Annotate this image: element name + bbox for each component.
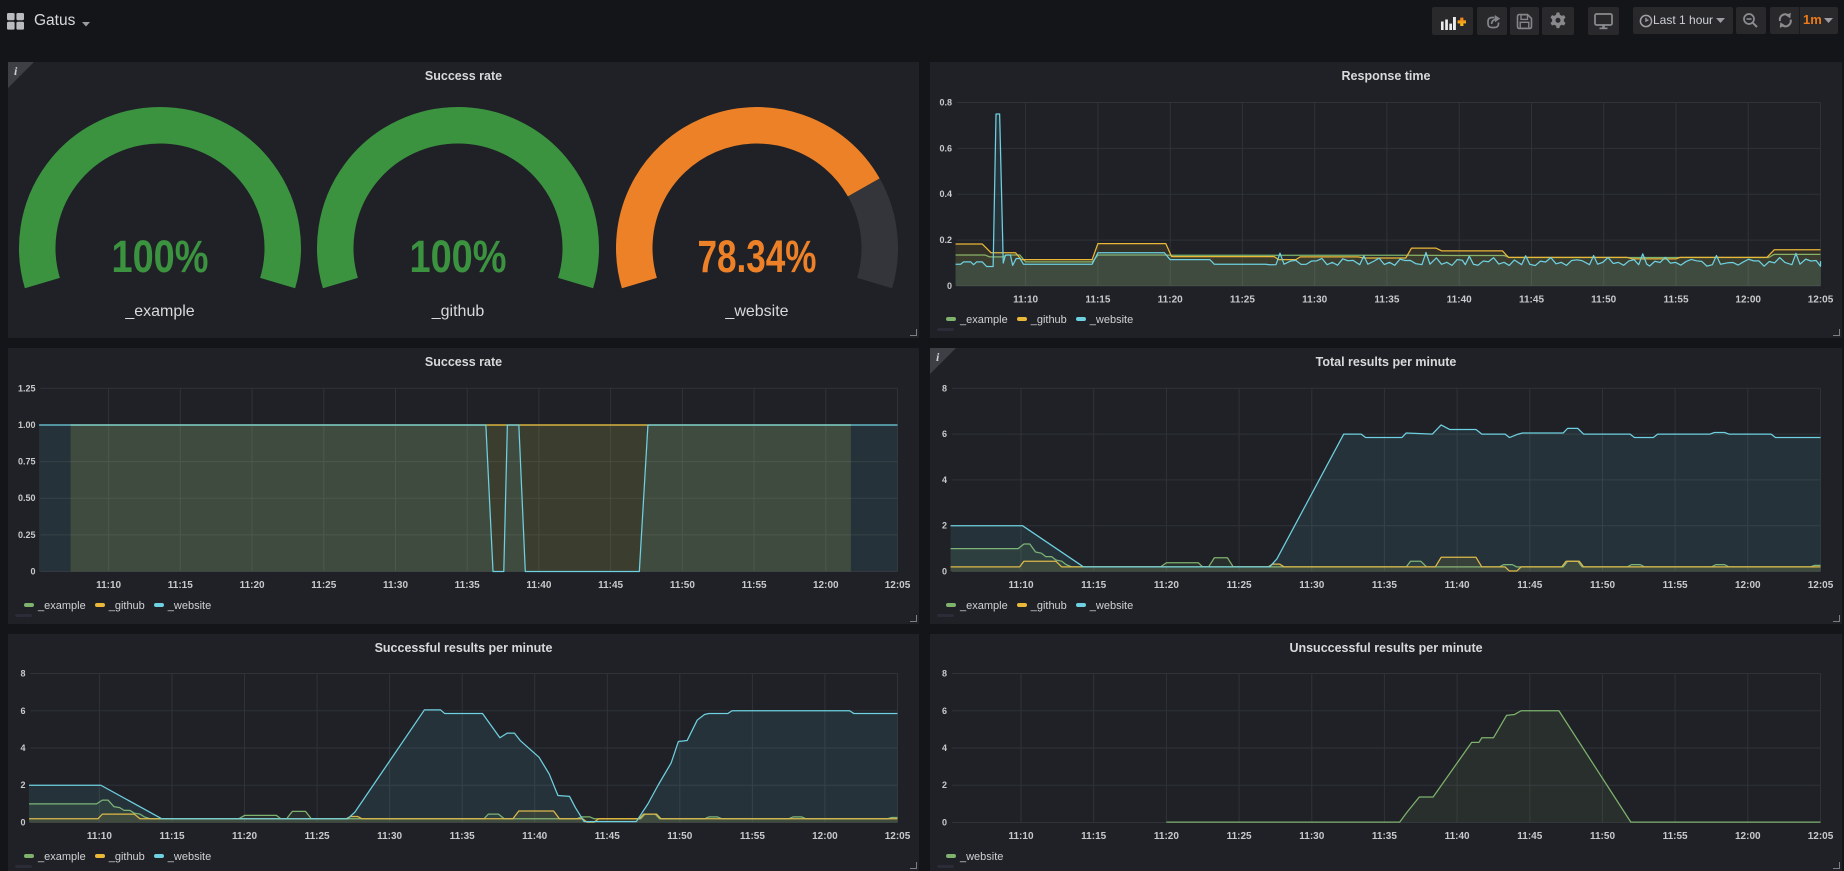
- svg-text:11:50: 11:50: [667, 831, 692, 842]
- svg-text:11:55: 11:55: [1663, 831, 1688, 842]
- svg-text:11:30: 11:30: [1299, 580, 1324, 591]
- svg-text:12:00: 12:00: [1735, 580, 1761, 591]
- svg-text:11:20: 11:20: [232, 831, 257, 842]
- svg-text:_website: _website: [724, 303, 788, 320]
- svg-text:11:35: 11:35: [455, 580, 480, 591]
- svg-text:11:40: 11:40: [526, 580, 551, 591]
- svg-text:11:35: 11:35: [1372, 831, 1397, 842]
- svg-text:11:50: 11:50: [1590, 580, 1615, 591]
- svg-text:0.75: 0.75: [18, 457, 36, 467]
- svg-text:11:35: 11:35: [1372, 580, 1397, 591]
- svg-text:12:00: 12:00: [1735, 295, 1761, 306]
- svg-text:11:10: 11:10: [87, 831, 112, 842]
- svg-text:11:10: 11:10: [1013, 295, 1038, 306]
- svg-text:11:15: 11:15: [159, 831, 184, 842]
- svg-text:100%: 100%: [112, 231, 209, 282]
- svg-text:2: 2: [942, 780, 947, 790]
- svg-text:11:45: 11:45: [595, 831, 620, 842]
- svg-text:11:40: 11:40: [1447, 295, 1472, 306]
- svg-text:12:05: 12:05: [1808, 831, 1834, 842]
- svg-text:4: 4: [20, 743, 25, 753]
- svg-text:11:25: 11:25: [1230, 295, 1255, 306]
- svg-text:11:35: 11:35: [1374, 295, 1399, 306]
- svg-text:6: 6: [20, 706, 25, 716]
- svg-text:2: 2: [20, 780, 25, 790]
- svg-text:11:45: 11:45: [598, 580, 623, 591]
- svg-text:11:25: 11:25: [1227, 831, 1252, 842]
- svg-text:0.6: 0.6: [939, 143, 952, 153]
- svg-text:11:55: 11:55: [1663, 295, 1688, 306]
- svg-text:0: 0: [942, 567, 947, 577]
- svg-text:8: 8: [20, 669, 25, 679]
- svg-text:_example: _example: [124, 303, 194, 320]
- svg-text:8: 8: [942, 383, 947, 393]
- svg-text:0.2: 0.2: [939, 235, 952, 245]
- svg-text:11:20: 11:20: [240, 580, 265, 591]
- svg-text:11:50: 11:50: [1590, 831, 1615, 842]
- svg-text:11:40: 11:40: [1445, 831, 1470, 842]
- svg-text:78.34%: 78.34%: [698, 231, 817, 282]
- svg-text:11:20: 11:20: [1154, 831, 1179, 842]
- svg-text:1.00: 1.00: [18, 420, 36, 430]
- svg-text:11:20: 11:20: [1158, 295, 1183, 306]
- svg-text:11:45: 11:45: [1519, 295, 1544, 306]
- svg-text:12:05: 12:05: [885, 831, 911, 842]
- svg-text:0.25: 0.25: [18, 530, 36, 540]
- svg-text:11:25: 11:25: [305, 831, 330, 842]
- svg-text:4: 4: [942, 475, 947, 485]
- svg-text:11:10: 11:10: [1008, 580, 1033, 591]
- svg-text:12:05: 12:05: [885, 580, 911, 591]
- svg-text:12:00: 12:00: [1735, 831, 1761, 842]
- svg-text:0: 0: [20, 818, 25, 828]
- svg-text:6: 6: [942, 706, 947, 716]
- svg-text:12:05: 12:05: [1808, 580, 1834, 591]
- svg-text:6: 6: [942, 429, 947, 439]
- svg-text:11:20: 11:20: [1154, 580, 1179, 591]
- svg-text:11:30: 11:30: [377, 831, 402, 842]
- svg-text:1.25: 1.25: [18, 383, 36, 393]
- svg-text:11:10: 11:10: [96, 580, 121, 591]
- svg-text:11:30: 11:30: [1299, 831, 1324, 842]
- svg-text:11:25: 11:25: [1227, 580, 1252, 591]
- svg-text:11:55: 11:55: [1663, 580, 1688, 591]
- svg-text:0.50: 0.50: [18, 493, 36, 503]
- svg-text:11:45: 11:45: [1517, 831, 1542, 842]
- svg-text:8: 8: [942, 669, 947, 679]
- svg-text:12:00: 12:00: [812, 831, 838, 842]
- svg-text:11:15: 11:15: [1081, 580, 1106, 591]
- svg-text:0.8: 0.8: [939, 98, 952, 108]
- svg-text:12:05: 12:05: [1808, 295, 1834, 306]
- svg-text:0: 0: [30, 567, 35, 577]
- svg-text:11:45: 11:45: [1517, 580, 1542, 591]
- svg-text:11:35: 11:35: [450, 831, 475, 842]
- svg-text:11:10: 11:10: [1008, 831, 1033, 842]
- svg-text:11:40: 11:40: [522, 831, 547, 842]
- svg-text:11:55: 11:55: [740, 831, 765, 842]
- svg-text:11:15: 11:15: [1085, 295, 1110, 306]
- svg-text:100%: 100%: [410, 231, 507, 282]
- svg-text:4: 4: [942, 743, 947, 753]
- svg-text:0.4: 0.4: [939, 189, 952, 199]
- svg-text:11:40: 11:40: [1445, 580, 1470, 591]
- svg-text:11:30: 11:30: [1302, 295, 1327, 306]
- svg-text:11:50: 11:50: [1591, 295, 1616, 306]
- svg-text:11:15: 11:15: [168, 580, 193, 591]
- svg-text:12:00: 12:00: [813, 580, 839, 591]
- svg-text:11:15: 11:15: [1081, 831, 1106, 842]
- svg-text:11:25: 11:25: [311, 580, 336, 591]
- svg-text:11:50: 11:50: [670, 580, 695, 591]
- svg-text:0: 0: [947, 281, 952, 291]
- svg-text:11:30: 11:30: [383, 580, 408, 591]
- svg-text:11:55: 11:55: [742, 580, 767, 591]
- svg-text:0: 0: [942, 818, 947, 828]
- svg-text:2: 2: [942, 521, 947, 531]
- svg-text:_github: _github: [431, 303, 485, 320]
